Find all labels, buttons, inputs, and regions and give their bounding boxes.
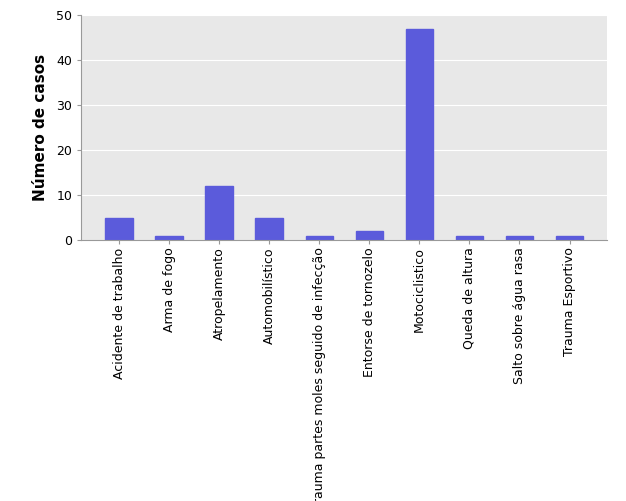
Bar: [406, 29, 433, 240]
Bar: [556, 236, 583, 240]
Bar: [506, 236, 533, 240]
Bar: [255, 218, 283, 240]
Bar: [305, 236, 333, 240]
Bar: [155, 236, 183, 240]
Bar: [205, 186, 233, 240]
Bar: [456, 236, 483, 240]
Bar: [356, 231, 383, 240]
Bar: [105, 218, 133, 240]
Y-axis label: Número de casos: Número de casos: [33, 54, 48, 201]
